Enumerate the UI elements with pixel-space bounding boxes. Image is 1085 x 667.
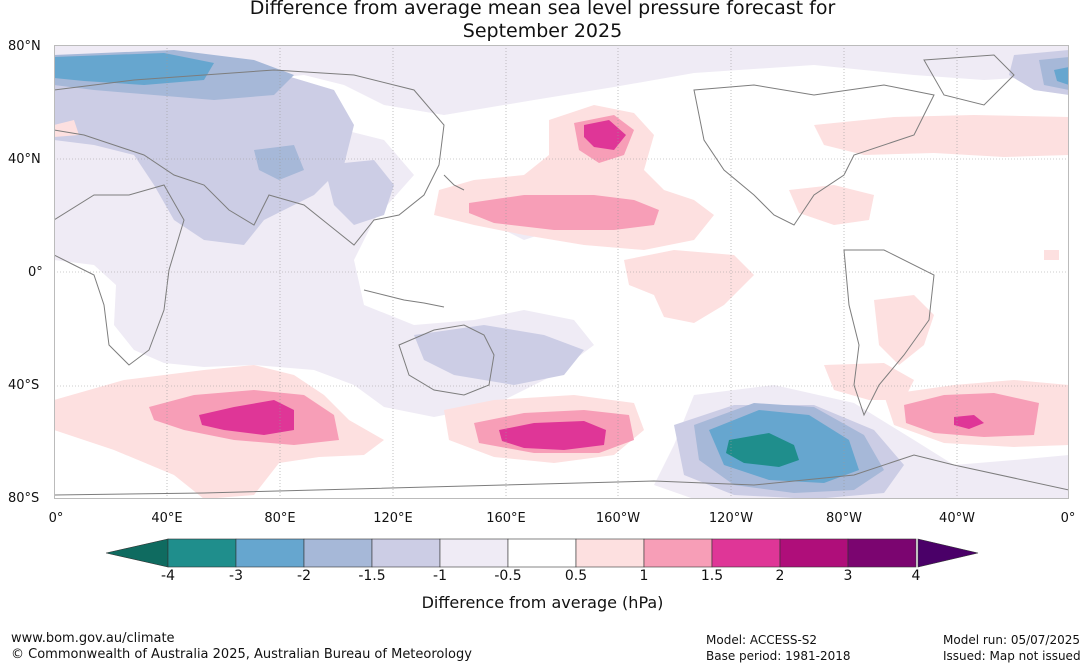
colorbar-label: Difference from average (hPa) <box>421 593 664 612</box>
graticule <box>54 45 1069 499</box>
colorbar-tick-label: 1 <box>639 568 649 584</box>
lat-label-80n: 80°N <box>8 39 41 54</box>
colorbar-segment <box>575 538 645 568</box>
colorbar-tick-label: 3 <box>843 568 853 584</box>
colorbar-tick-label: 4 <box>911 568 921 584</box>
colorbar-low-extend <box>106 538 169 568</box>
footer-issued: Issued: Map not issued <box>943 649 1081 663</box>
colorbar-tick-label: -1 <box>433 568 447 584</box>
coast-south-america <box>843 249 935 417</box>
colorbar-segment <box>371 538 441 568</box>
colorbar-tick-label: 2 <box>775 568 785 584</box>
footer-model-run: Model run: 05/07/2025 <box>943 633 1081 647</box>
coast-greenland <box>923 54 1015 106</box>
lat-label-40s: 40°S <box>8 378 40 393</box>
colorbar-segment <box>507 538 577 568</box>
colorbar-tick-label: 1.5 <box>700 568 724 584</box>
colorbar-segment <box>235 538 305 568</box>
colorbar-tick-label: 0.5 <box>564 568 588 584</box>
colorbar-segment <box>167 538 237 568</box>
map-title: Difference from average mean sea level p… <box>0 0 1085 43</box>
lon-label-120e: 120°E <box>373 511 413 526</box>
lat-label-0: 0° <box>28 265 43 280</box>
lat-label-80s: 80°S <box>8 491 40 506</box>
colorbar-segment <box>847 538 917 568</box>
coast-north-america <box>693 84 935 226</box>
lon-label-160e: 160°E <box>486 511 526 526</box>
coast-europe-asia <box>54 69 445 246</box>
footer-website: www.bom.gov.au/climate <box>11 631 175 646</box>
coast-africa <box>54 184 185 366</box>
lat-label-40n: 40°N <box>8 152 41 167</box>
lon-label-40w: 40°W <box>939 511 975 526</box>
lon-label-40e: 40°E <box>151 511 183 526</box>
lon-label-0-right: 0° <box>1060 511 1076 526</box>
colorbar-high-extend <box>917 538 979 568</box>
coast-australia <box>398 324 495 396</box>
map-border <box>54 45 1069 499</box>
colorbar-tick-label: -3 <box>229 568 243 584</box>
coast-indonesia <box>363 289 445 308</box>
lon-label-0-left: 0° <box>48 511 64 526</box>
lon-label-120w: 120°W <box>708 511 754 526</box>
lon-label-80w: 80°W <box>826 511 862 526</box>
colorbar-tick-label: -1.5 <box>358 568 386 584</box>
lon-label-160w: 160°W <box>595 511 641 526</box>
title-line-1: Difference from average mean sea level p… <box>249 0 836 19</box>
lon-label-80e: 80°E <box>264 511 296 526</box>
colorbar-segment <box>643 538 713 568</box>
colorbar-segment <box>779 538 849 568</box>
colorbar-tick-label: -2 <box>297 568 311 584</box>
coastlines <box>54 54 1069 496</box>
colorbar-segment <box>303 538 373 568</box>
coast-japan <box>443 174 465 191</box>
pressure-anomaly-map <box>54 45 1069 499</box>
anomaly-pos-15 <box>199 120 984 450</box>
colorbar <box>106 538 979 568</box>
colorbar-tick-label: -4 <box>161 568 175 584</box>
footer-base-period: Base period: 1981-2018 <box>706 649 851 663</box>
footer-copyright: © Commonwealth of Australia 2025, Austra… <box>11 647 472 662</box>
colorbar-segment <box>711 538 781 568</box>
title-line-2: September 2025 <box>462 20 623 42</box>
coast-antarctica <box>54 454 1069 496</box>
colorbar-tick-label: -0.5 <box>494 568 522 584</box>
colorbar-segments <box>167 538 917 568</box>
footer-model: Model: ACCESS-S2 <box>706 633 818 647</box>
anomaly-neg-3 <box>726 433 799 467</box>
colorbar-segment <box>439 538 509 568</box>
